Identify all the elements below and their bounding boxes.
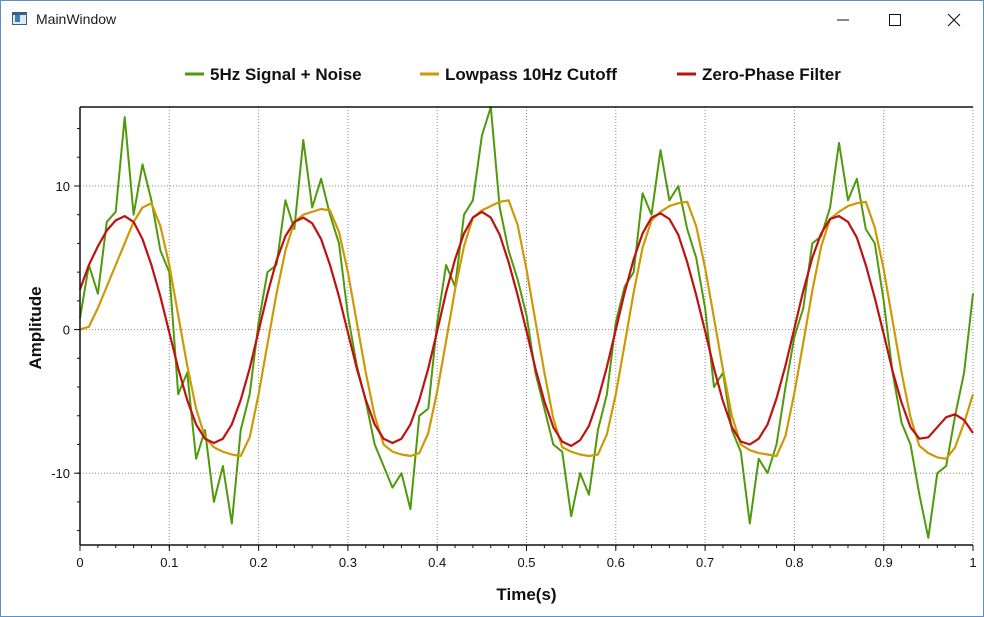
maximize-icon — [889, 14, 901, 26]
chart: 5Hz Signal + Noise Lowpass 10Hz Cutoff Zer… — [26, 65, 977, 604]
maximize-button[interactable] — [871, 1, 919, 39]
series-line-3 — [78, 210, 974, 447]
y-tick-label: -10 — [51, 466, 70, 481]
x-tick-label: 0.7 — [696, 555, 714, 570]
close-icon — [947, 13, 961, 27]
app-icon — [12, 12, 27, 25]
x-tick-label: 0.8 — [785, 555, 803, 570]
y-tick-label: 0 — [63, 323, 70, 338]
legend-label-3: Zero-Phase Filter — [702, 65, 841, 84]
y-axis-label: Amplitude — [26, 286, 45, 369]
window-title: MainWindow — [36, 11, 117, 27]
x-tick-label: 1 — [969, 555, 976, 570]
x-tick-label: 0.4 — [428, 555, 446, 570]
title-bar[interactable]: MainWindow — [1, 1, 983, 39]
x-axis-label: Time(s) — [496, 585, 556, 604]
chart-grid — [80, 107, 974, 545]
legend-label-1: 5Hz Signal + Noise — [210, 65, 362, 84]
x-tick-label: 0.3 — [339, 555, 357, 570]
x-tick-label: 0.6 — [607, 555, 625, 570]
minimize-icon — [837, 19, 849, 21]
chart-legend: 5Hz Signal + Noise Lowpass 10Hz Cutoff Zer… — [185, 65, 841, 84]
chart-series — [78, 106, 975, 539]
x-tick-label: 0 — [76, 555, 83, 570]
x-tick-label: 0.2 — [250, 555, 268, 570]
minimize-button[interactable] — [819, 1, 867, 39]
x-tick-label: 0.5 — [517, 555, 535, 570]
close-button[interactable] — [930, 1, 978, 39]
chart-ticks: 0 0.1 0.2 0.3 0.4 0.5 0.6 0.7 0.8 0.9 1 -10 0 10 — [51, 128, 977, 570]
series-line-2 — [79, 199, 975, 460]
y-tick-label: 10 — [56, 179, 70, 194]
legend-label-2: Lowpass 10Hz Cutoff — [445, 65, 617, 84]
x-tick-label: 0.9 — [875, 555, 893, 570]
x-tick-label: 0.1 — [160, 555, 178, 570]
